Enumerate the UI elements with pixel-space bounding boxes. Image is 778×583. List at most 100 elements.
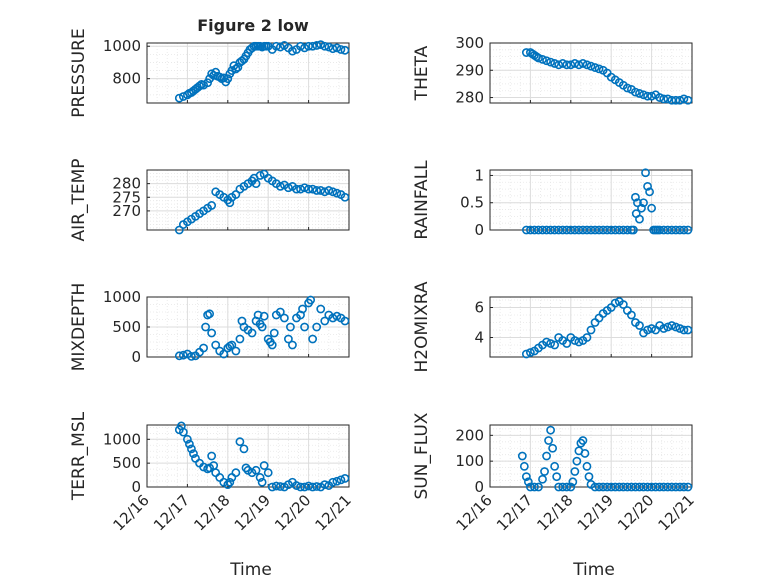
x-tick-label: 12/16 xyxy=(110,491,153,534)
data-point xyxy=(526,225,535,235)
data-point xyxy=(275,181,285,191)
plot-frame xyxy=(146,169,350,231)
subplot-pressure: 800 1000 PRESSURE xyxy=(69,28,350,118)
data-point xyxy=(631,192,640,202)
data-point xyxy=(267,340,277,350)
data-point xyxy=(647,482,656,492)
y-tick-label: 0 xyxy=(474,478,484,496)
data-point xyxy=(622,225,632,235)
data-point xyxy=(257,477,267,487)
data-point xyxy=(521,48,531,57)
data-point xyxy=(643,181,652,191)
data-point xyxy=(279,313,289,323)
data-point xyxy=(275,42,285,52)
data-point xyxy=(602,482,612,492)
data-point xyxy=(667,482,677,492)
x-axis-label-right: Time xyxy=(572,560,615,580)
data-point xyxy=(526,482,535,492)
data-point xyxy=(517,451,527,461)
x-tick-label: 12/18 xyxy=(190,491,233,534)
data-point xyxy=(263,468,273,478)
data-point xyxy=(659,225,669,235)
y-axis-label: SUN_FLUX xyxy=(412,412,432,499)
data-point xyxy=(554,60,564,70)
data-point xyxy=(340,474,350,483)
data-point xyxy=(288,340,297,350)
data-point xyxy=(296,41,305,51)
data-point xyxy=(578,436,588,445)
y-axis-label: RAINFALL xyxy=(412,160,432,240)
data-point xyxy=(566,60,576,70)
y-axis-label: THETA xyxy=(412,45,432,101)
y-tick-label: 0 xyxy=(131,478,141,496)
data-point xyxy=(610,225,620,235)
data-point xyxy=(586,225,596,235)
data-point xyxy=(546,339,555,348)
data-point xyxy=(667,225,677,235)
data-point xyxy=(542,451,551,461)
data-point xyxy=(635,214,644,224)
data-point xyxy=(538,225,547,235)
x-tick-label: 12/17 xyxy=(493,491,536,534)
figure-title: Figure 2 low xyxy=(197,16,309,35)
data-point xyxy=(667,95,677,105)
data-point xyxy=(679,325,689,335)
data-point xyxy=(235,334,245,344)
data-point xyxy=(643,91,652,101)
data-point xyxy=(340,45,350,55)
data-point xyxy=(340,316,350,326)
data-point xyxy=(558,59,568,68)
data-point xyxy=(538,54,547,64)
data-point xyxy=(671,482,681,492)
data-point xyxy=(663,482,673,492)
data-point xyxy=(304,481,313,491)
data-point xyxy=(336,475,346,485)
data-point xyxy=(207,328,217,338)
data-point xyxy=(332,188,342,198)
subplot-theta: 280 290 300 THETA xyxy=(412,34,693,107)
data-point xyxy=(558,482,568,492)
data-point xyxy=(312,322,322,332)
data-point xyxy=(671,95,681,105)
data-point xyxy=(663,225,673,235)
data-point xyxy=(671,225,681,235)
y-tick-label: 275 xyxy=(112,188,141,206)
data-point xyxy=(178,350,188,360)
data-point xyxy=(540,467,549,476)
data-point xyxy=(655,93,665,102)
data-point xyxy=(550,59,560,68)
data-point xyxy=(312,482,322,491)
data-point xyxy=(324,42,334,52)
data-point xyxy=(300,482,309,492)
data-point xyxy=(683,225,693,235)
data-point xyxy=(320,41,330,51)
data-point xyxy=(231,468,241,478)
data-point xyxy=(618,225,628,235)
data-point xyxy=(572,456,582,466)
data-point xyxy=(215,72,225,82)
data-point xyxy=(618,300,628,309)
data-point xyxy=(635,321,644,330)
data-point xyxy=(637,203,646,213)
x-tick-label: 12/21 xyxy=(655,491,698,534)
data-point xyxy=(614,225,624,235)
data-point xyxy=(296,482,305,492)
data-point xyxy=(286,322,295,332)
data-point xyxy=(586,325,596,335)
y-tick-label: 0 xyxy=(474,221,484,239)
data-point xyxy=(610,482,620,492)
y-tick-label: 100 xyxy=(455,452,484,470)
data-point xyxy=(663,94,673,104)
data-point xyxy=(594,64,604,74)
data-point xyxy=(296,184,305,194)
data-point xyxy=(308,41,318,51)
data-point xyxy=(316,40,326,50)
data-point xyxy=(683,482,693,492)
subplot-rainfall: 0 0.5 1 RAINFALL xyxy=(412,160,693,240)
data-point xyxy=(189,449,198,459)
data-point xyxy=(622,83,632,93)
data-point xyxy=(679,225,689,235)
data-point xyxy=(675,95,685,105)
y-tick-label: 1 xyxy=(474,166,484,184)
